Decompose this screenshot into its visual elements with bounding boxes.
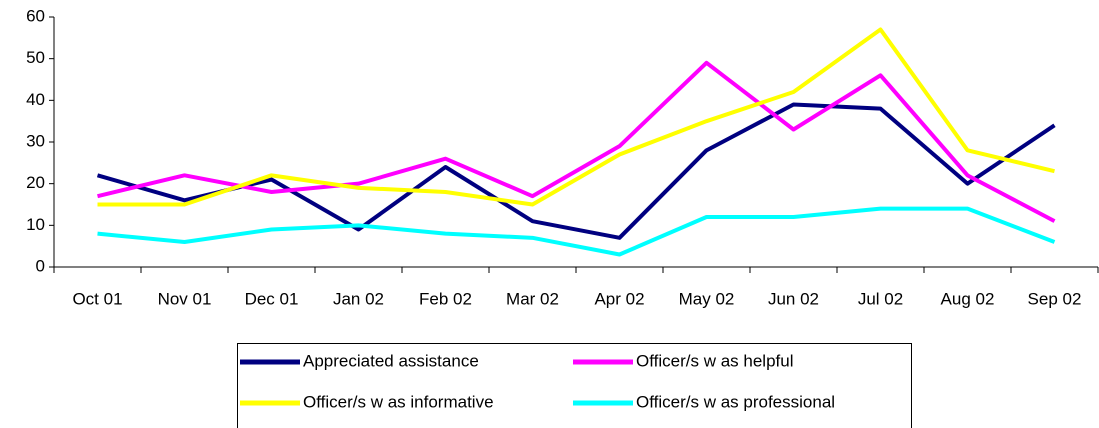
x-tick-label: Oct 01 xyxy=(72,289,122,308)
x-tick-label: May 02 xyxy=(679,289,735,308)
series-line xyxy=(97,60,1056,223)
series-line xyxy=(97,27,1055,207)
y-tick-label: 50 xyxy=(26,48,45,67)
x-tick-label: Jul 02 xyxy=(858,289,903,308)
x-tick-label: Mar 02 xyxy=(506,289,559,308)
x-tick-label: Apr 02 xyxy=(594,289,644,308)
x-tick-label: Sep 02 xyxy=(1028,289,1082,308)
x-tick-label: Dec 01 xyxy=(245,289,299,308)
x-tick-label: Jan 02 xyxy=(333,289,384,308)
legend-label: Officer/s w as professional xyxy=(636,392,835,411)
y-tick-label: 30 xyxy=(26,131,45,150)
legend-label: Officer/s w as informative xyxy=(303,392,494,411)
x-tick-label: Nov 01 xyxy=(158,289,212,308)
x-tick-label: Jun 02 xyxy=(768,289,819,308)
y-tick-label: 20 xyxy=(26,173,45,192)
legend-label: Appreciated assistance xyxy=(303,351,479,370)
y-tick-label: 60 xyxy=(26,6,45,25)
y-tick-label: 10 xyxy=(26,215,45,234)
x-tick-label: Feb 02 xyxy=(419,289,472,308)
legend-box xyxy=(237,343,912,428)
series-line xyxy=(96,102,1056,240)
x-tick-label: Aug 02 xyxy=(941,289,995,308)
y-tick-label: 0 xyxy=(36,256,45,275)
series-line xyxy=(97,206,1056,257)
legend-label: Officer/s w as helpful xyxy=(636,351,793,370)
y-tick-label: 40 xyxy=(26,90,45,109)
